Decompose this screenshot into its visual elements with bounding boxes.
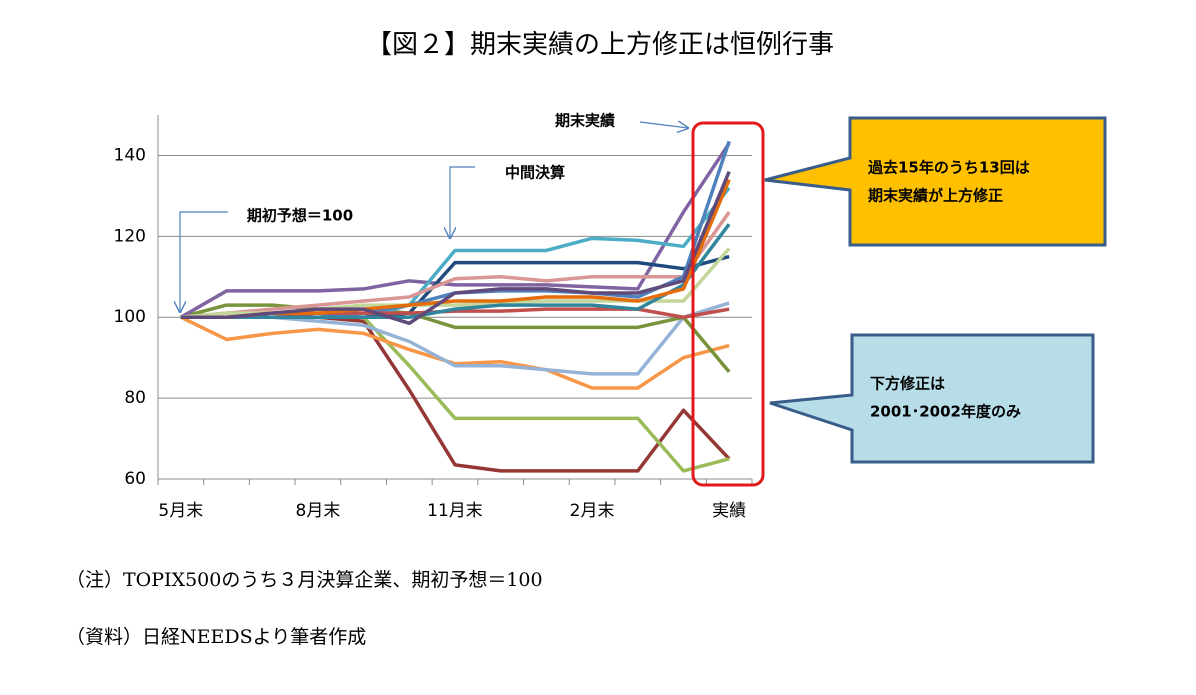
y-tick-label: 140 (114, 145, 146, 165)
callout (764, 116, 1107, 247)
x-tick-label: 実績 (712, 501, 746, 521)
callout-text: 期末実績が上方修正 (868, 187, 1003, 205)
series-line (180, 247, 731, 319)
x-tick-label: 11月末 (427, 501, 483, 521)
y-tick-label: 60 (124, 469, 146, 489)
series-line (180, 315, 730, 390)
series-line (180, 311, 730, 473)
y-tick-label: 120 (114, 226, 146, 246)
series-line (180, 303, 731, 373)
arrow (180, 211, 228, 312)
x-tick-label: 5月末 (158, 501, 203, 521)
series-line (180, 223, 731, 319)
y-tick-label: 80 (124, 388, 146, 408)
arrow (639, 122, 688, 128)
plot: 60 80 100 120 140 5月末 8月末 11月末 2月末 実績 (114, 115, 753, 521)
series-line (180, 315, 731, 473)
annotation: 中間決算 (505, 164, 565, 182)
series-line (180, 179, 731, 319)
callout-text: 過去15年のうち13回は (867, 159, 1030, 177)
series-line (180, 211, 731, 319)
y-tick-label: 100 (114, 307, 146, 327)
annotation: 期末実績 (555, 112, 615, 130)
highlight-box (691, 121, 765, 487)
arrow (450, 166, 475, 238)
callout-text: 下方修正は (870, 375, 945, 393)
note: （注）TOPIX500のうち３月決算企業、期初予想＝100 (66, 569, 543, 591)
x-tick-label: 2月末 (570, 501, 615, 521)
x-tick-label: 8月末 (296, 501, 341, 521)
note: （資料）日経NEEDSより筆者作成 (66, 626, 366, 648)
chart-title: 【図２】期末実績の上方修正は恒例行事 (366, 30, 834, 60)
series-line (179, 142, 731, 319)
annotation: 期初予想＝100 (247, 207, 353, 225)
callout (769, 333, 1095, 464)
callout-text: 2001･2002年度のみ (870, 403, 1021, 421)
series-line (180, 170, 731, 326)
